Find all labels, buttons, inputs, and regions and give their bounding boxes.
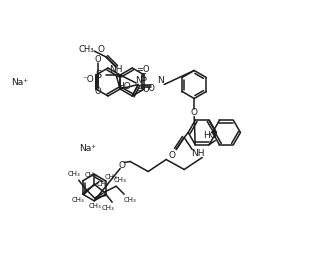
Text: O: O	[191, 108, 198, 117]
Text: CH₃: CH₃	[124, 197, 137, 203]
Text: O: O	[98, 45, 105, 54]
Text: CH₃: CH₃	[102, 205, 114, 211]
Text: ⁻O: ⁻O	[145, 83, 156, 92]
Text: HO: HO	[117, 82, 131, 90]
Text: CH₃: CH₃	[78, 45, 94, 54]
Text: CH₃: CH₃	[88, 203, 101, 209]
Text: O: O	[119, 161, 126, 170]
Text: O: O	[95, 54, 101, 63]
Text: =O: =O	[136, 84, 150, 93]
Text: O: O	[95, 87, 101, 96]
Text: N: N	[157, 76, 164, 85]
Text: O: O	[169, 151, 176, 160]
Text: Na⁺: Na⁺	[11, 77, 29, 87]
Text: CH₃: CH₃	[114, 177, 126, 183]
Text: =O: =O	[136, 64, 150, 74]
Text: CH₃: CH₃	[72, 197, 85, 203]
Text: CH₃: CH₃	[104, 174, 117, 180]
Text: CH₂: CH₂	[96, 181, 109, 187]
Text: N: N	[135, 76, 142, 85]
Text: CH₃: CH₃	[67, 171, 80, 177]
Text: NH: NH	[191, 149, 205, 158]
Text: ⁻O: ⁻O	[82, 75, 94, 83]
Text: HO: HO	[203, 131, 217, 140]
Text: S: S	[95, 70, 101, 80]
Text: S: S	[140, 73, 146, 83]
Text: CH₃: CH₃	[84, 172, 97, 178]
Text: NH: NH	[109, 64, 123, 74]
Text: Na⁺: Na⁺	[80, 143, 96, 153]
